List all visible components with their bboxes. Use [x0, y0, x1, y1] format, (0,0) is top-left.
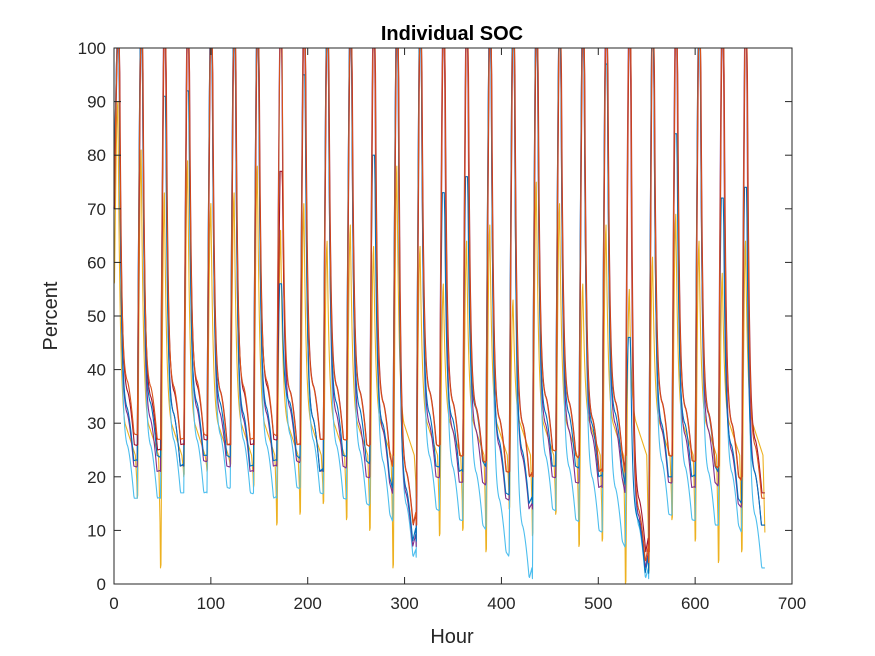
- chart-title: Individual SOC: [381, 23, 523, 45]
- x-tick-label: 200: [294, 594, 322, 613]
- y-tick-label: 100: [78, 39, 106, 58]
- tick-group: 0 100 200 300 400 500 600 700 0 10 20 30 40 50 60 70 80 9…: [78, 39, 807, 613]
- y-tick-label: 50: [87, 307, 106, 326]
- x-axis-label: Hour: [430, 626, 474, 648]
- x-tick-label: 300: [390, 594, 418, 613]
- x-tick-label: 500: [584, 594, 612, 613]
- series-line-2: [113, 47, 765, 564]
- x-tick-label: 100: [197, 594, 225, 613]
- x-tick-label: 400: [487, 594, 515, 613]
- series-line-3: [113, 101, 766, 585]
- x-tick-label: 700: [778, 594, 806, 613]
- y-tick-label: 60: [87, 253, 106, 272]
- y-tick-label: 80: [87, 146, 106, 165]
- series-group: [113, 47, 766, 585]
- y-tick-label: 70: [87, 200, 106, 219]
- y-axis-label: Percent: [40, 281, 62, 350]
- y-tick-label: 30: [87, 414, 106, 433]
- x-tick-label: 0: [109, 594, 118, 613]
- y-tick-label: 40: [87, 361, 106, 380]
- y-tick-label: 90: [87, 93, 106, 112]
- series-line-1: [113, 47, 765, 574]
- x-tick-label: 600: [681, 594, 709, 613]
- y-tick-label: 0: [97, 575, 106, 594]
- y-tick-label: 10: [87, 521, 106, 540]
- y-tick-label: 20: [87, 468, 106, 487]
